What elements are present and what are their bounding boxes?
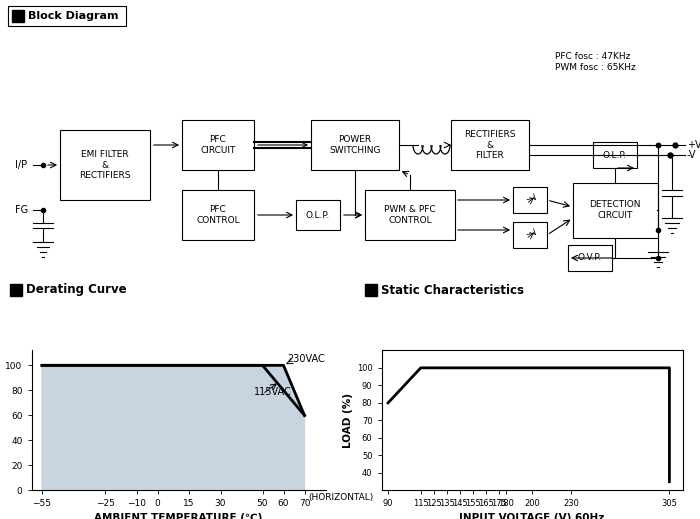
FancyBboxPatch shape (60, 130, 150, 200)
Text: Derating Curve: Derating Curve (26, 283, 127, 296)
Text: PFC
CIRCUIT: PFC CIRCUIT (200, 135, 236, 155)
Y-axis label: LOAD (%): LOAD (%) (342, 393, 353, 448)
Text: PWM fosc : 65KHz: PWM fosc : 65KHz (555, 63, 636, 72)
FancyBboxPatch shape (573, 183, 657, 238)
FancyBboxPatch shape (451, 120, 529, 170)
X-axis label: INPUT VOLTAGE (V) 60Hz: INPUT VOLTAGE (V) 60Hz (459, 513, 605, 519)
FancyBboxPatch shape (513, 187, 547, 213)
FancyBboxPatch shape (182, 190, 254, 240)
Text: PFC fosc : 47KHz: PFC fosc : 47KHz (555, 52, 631, 61)
Text: Static Characteristics: Static Characteristics (381, 283, 524, 296)
Text: O.V.P.: O.V.P. (578, 253, 602, 263)
FancyBboxPatch shape (568, 245, 612, 271)
Bar (12, 10, 24, 22)
FancyBboxPatch shape (513, 222, 547, 248)
Text: POWER
SWITCHING: POWER SWITCHING (329, 135, 381, 155)
Text: I/P: I/P (15, 160, 27, 170)
Text: (HORIZONTAL): (HORIZONTAL) (309, 493, 374, 502)
Text: O.L.P.: O.L.P. (306, 211, 330, 220)
Text: 230VAC: 230VAC (288, 353, 326, 364)
Text: +V: +V (687, 140, 700, 150)
FancyBboxPatch shape (182, 120, 254, 170)
FancyBboxPatch shape (365, 190, 455, 240)
FancyBboxPatch shape (8, 6, 126, 26)
Text: -V: -V (687, 150, 696, 160)
Text: Block Diagram: Block Diagram (28, 11, 118, 21)
FancyBboxPatch shape (296, 200, 340, 230)
Text: FG: FG (15, 205, 28, 215)
X-axis label: AMBIENT TEMPERATURE (℃): AMBIENT TEMPERATURE (℃) (94, 513, 262, 519)
Text: EMI FILTER
&
RECTIFIERS: EMI FILTER & RECTIFIERS (79, 150, 131, 180)
FancyBboxPatch shape (593, 142, 637, 168)
Text: RECTIFIERS
&
FILTER: RECTIFIERS & FILTER (464, 130, 516, 160)
Polygon shape (42, 365, 304, 490)
Text: 115VAC: 115VAC (254, 387, 292, 398)
Text: PWM & PFC
CONTROL: PWM & PFC CONTROL (384, 206, 436, 225)
FancyBboxPatch shape (311, 120, 399, 170)
Bar (10, 284, 22, 296)
Text: DETECTION
CIRCUIT: DETECTION CIRCUIT (589, 200, 640, 220)
Y-axis label: LOAD (%): LOAD (%) (0, 393, 1, 448)
Bar (365, 284, 377, 296)
Text: PFC
CONTROL: PFC CONTROL (196, 206, 240, 225)
Text: O.L.P.: O.L.P. (603, 151, 627, 159)
